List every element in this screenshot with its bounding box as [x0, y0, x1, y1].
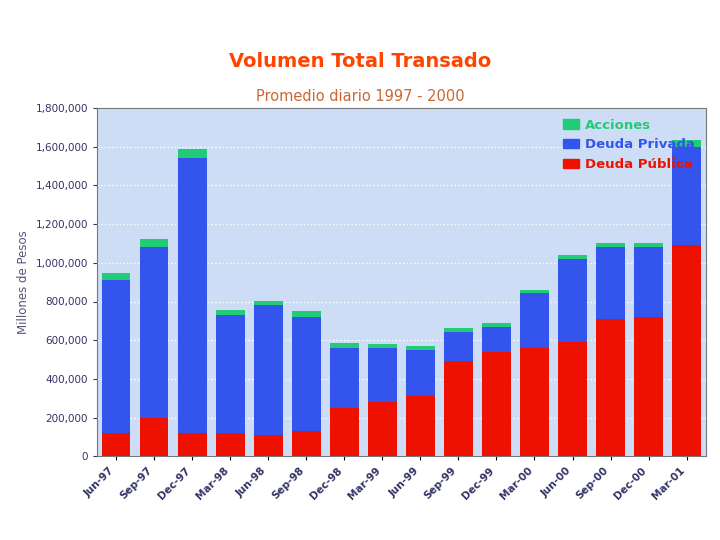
Bar [216, 310, 245, 315]
Text: Evolución del Mercado: Evolución del Mercado [10, 12, 363, 39]
Text: 16: 16 [658, 510, 685, 529]
Bar [292, 317, 320, 431]
Bar [672, 147, 701, 245]
Bar [330, 348, 359, 408]
Bar [521, 293, 549, 348]
Bar [216, 315, 245, 433]
Bar [558, 255, 587, 259]
Bar [178, 158, 207, 433]
Bar [292, 311, 320, 317]
Bar [634, 317, 663, 456]
Bar [254, 301, 282, 306]
Bar [558, 342, 587, 456]
Bar [482, 323, 510, 327]
Bar [672, 140, 701, 147]
Text: Fuente: Bolsas de Valores y Banco de la República: Fuente: Bolsas de Valores y Banco de la … [9, 513, 306, 526]
Bar [596, 243, 625, 247]
Bar [254, 435, 282, 456]
Bar [140, 239, 168, 247]
Bar [444, 361, 473, 456]
Bar [521, 348, 549, 456]
Bar [406, 396, 435, 456]
Text: Promedio diario 1997 - 2000: Promedio diario 1997 - 2000 [256, 89, 464, 104]
Bar [102, 273, 130, 280]
Bar [368, 402, 397, 456]
Bar [178, 148, 207, 158]
Bar [634, 247, 663, 317]
Bar [444, 328, 473, 333]
Y-axis label: Millones de Pesos: Millones de Pesos [17, 230, 30, 334]
Bar [672, 245, 701, 456]
Bar [406, 346, 435, 350]
Bar [368, 343, 397, 348]
Bar [254, 306, 282, 435]
Bar [482, 352, 510, 456]
Bar [596, 247, 625, 319]
Bar [178, 433, 207, 456]
Bar [216, 433, 245, 456]
Bar [406, 350, 435, 396]
Bar [558, 259, 587, 342]
Bar [368, 348, 397, 402]
Bar [482, 327, 510, 352]
Bar [330, 408, 359, 456]
Bar [140, 247, 168, 417]
Bar [292, 431, 320, 456]
Bar [444, 333, 473, 361]
Bar [521, 290, 549, 293]
Bar [140, 417, 168, 456]
Text: Historia
Reciente: Historia Reciente [575, 5, 664, 46]
Bar [102, 433, 130, 456]
Legend: Acciones, Deuda Privada, Deuda Pública: Acciones, Deuda Privada, Deuda Pública [559, 114, 699, 175]
Bar [330, 343, 359, 348]
Bar [596, 319, 625, 456]
Text: Volumen Total Transado: Volumen Total Transado [229, 52, 491, 71]
Bar [634, 243, 663, 247]
Bar [102, 280, 130, 433]
